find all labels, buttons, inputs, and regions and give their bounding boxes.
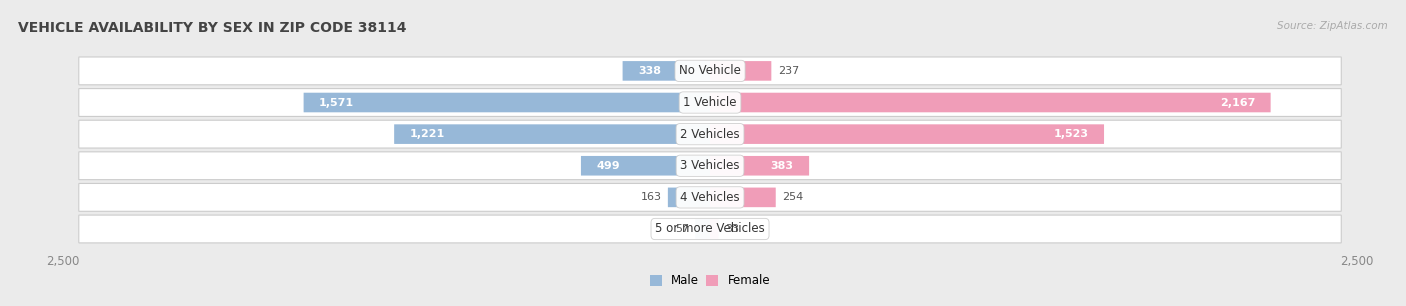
FancyBboxPatch shape bbox=[710, 61, 772, 81]
FancyBboxPatch shape bbox=[394, 124, 710, 144]
Text: 5 or more Vehicles: 5 or more Vehicles bbox=[655, 222, 765, 236]
Text: 1,523: 1,523 bbox=[1053, 129, 1088, 139]
FancyBboxPatch shape bbox=[79, 184, 1341, 211]
Text: 4 Vehicles: 4 Vehicles bbox=[681, 191, 740, 204]
FancyBboxPatch shape bbox=[581, 156, 710, 176]
FancyBboxPatch shape bbox=[710, 188, 776, 207]
Text: 2,167: 2,167 bbox=[1220, 98, 1256, 107]
Text: 338: 338 bbox=[638, 66, 661, 76]
Text: 2 Vehicles: 2 Vehicles bbox=[681, 128, 740, 141]
Text: 1,571: 1,571 bbox=[319, 98, 354, 107]
Text: 499: 499 bbox=[596, 161, 620, 171]
Text: 237: 237 bbox=[778, 66, 799, 76]
Text: 33: 33 bbox=[725, 224, 740, 234]
FancyBboxPatch shape bbox=[710, 156, 808, 176]
Text: VEHICLE AVAILABILITY BY SEX IN ZIP CODE 38114: VEHICLE AVAILABILITY BY SEX IN ZIP CODE … bbox=[18, 21, 406, 35]
FancyBboxPatch shape bbox=[710, 124, 1104, 144]
Text: Source: ZipAtlas.com: Source: ZipAtlas.com bbox=[1277, 21, 1388, 32]
FancyBboxPatch shape bbox=[668, 188, 710, 207]
FancyBboxPatch shape bbox=[79, 120, 1341, 148]
FancyBboxPatch shape bbox=[623, 61, 710, 81]
FancyBboxPatch shape bbox=[79, 89, 1341, 116]
Text: 3 Vehicles: 3 Vehicles bbox=[681, 159, 740, 172]
FancyBboxPatch shape bbox=[79, 57, 1341, 85]
Text: 383: 383 bbox=[770, 161, 793, 171]
FancyBboxPatch shape bbox=[710, 93, 1271, 112]
FancyBboxPatch shape bbox=[79, 215, 1341, 243]
Text: 57: 57 bbox=[675, 224, 689, 234]
Text: 163: 163 bbox=[640, 192, 661, 202]
FancyBboxPatch shape bbox=[79, 152, 1341, 180]
Text: 1 Vehicle: 1 Vehicle bbox=[683, 96, 737, 109]
FancyBboxPatch shape bbox=[304, 93, 710, 112]
Text: 1,221: 1,221 bbox=[409, 129, 444, 139]
FancyBboxPatch shape bbox=[710, 219, 718, 239]
Legend: Male, Female: Male, Female bbox=[645, 270, 775, 292]
Text: 254: 254 bbox=[782, 192, 803, 202]
FancyBboxPatch shape bbox=[696, 219, 710, 239]
Text: No Vehicle: No Vehicle bbox=[679, 64, 741, 77]
